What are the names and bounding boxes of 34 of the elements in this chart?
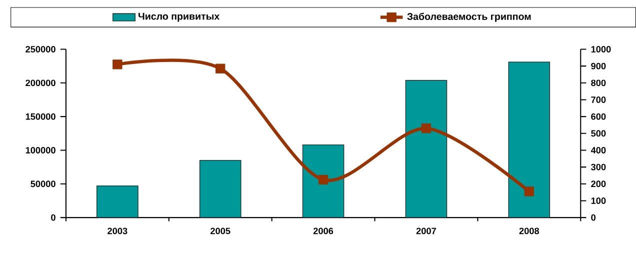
legend-label: Заболеваемость гриппом xyxy=(407,12,531,22)
bar xyxy=(200,160,242,218)
y2-tick-label: 0 xyxy=(591,214,596,221)
y2-tick-label: 600 xyxy=(591,113,606,120)
bar xyxy=(508,62,550,218)
y2-tick-label: 400 xyxy=(590,146,606,154)
y-tick-label: 0 xyxy=(51,214,56,221)
y-tick-label: 200000 xyxy=(26,80,56,86)
point xyxy=(318,174,328,184)
y2-tick-label: 100 xyxy=(591,197,606,204)
y2-tick-label: 800 xyxy=(591,80,606,86)
y2-tick-label: 1000 xyxy=(591,46,611,52)
y2-tick-label: 300 xyxy=(591,164,606,170)
bar xyxy=(405,80,448,218)
x-tick-label: 2008 xyxy=(519,228,540,234)
y-tick-label: 100000 xyxy=(26,146,56,154)
x-tick-label: 2005 xyxy=(210,228,230,234)
legend-label: Число привитых xyxy=(138,12,220,22)
y-tick-label: 250000 xyxy=(26,46,56,52)
point xyxy=(524,186,534,196)
y2-tick-label: 200 xyxy=(591,180,606,187)
bar xyxy=(302,144,344,218)
point xyxy=(216,64,226,74)
y-tick-label: 150000 xyxy=(26,113,56,120)
y2-tick-label: 500 xyxy=(591,130,606,136)
x-tick-label: 2006 xyxy=(313,228,334,234)
x-tick-label: 2007 xyxy=(416,228,436,234)
point xyxy=(112,59,122,70)
point xyxy=(421,123,432,134)
y-tick-label: 50000 xyxy=(30,180,56,187)
y2-tick-label: 900 xyxy=(591,62,606,70)
y2-tick-label: 700 xyxy=(591,96,606,103)
x-tick-label: 2003 xyxy=(108,228,128,234)
bar xyxy=(96,186,138,218)
